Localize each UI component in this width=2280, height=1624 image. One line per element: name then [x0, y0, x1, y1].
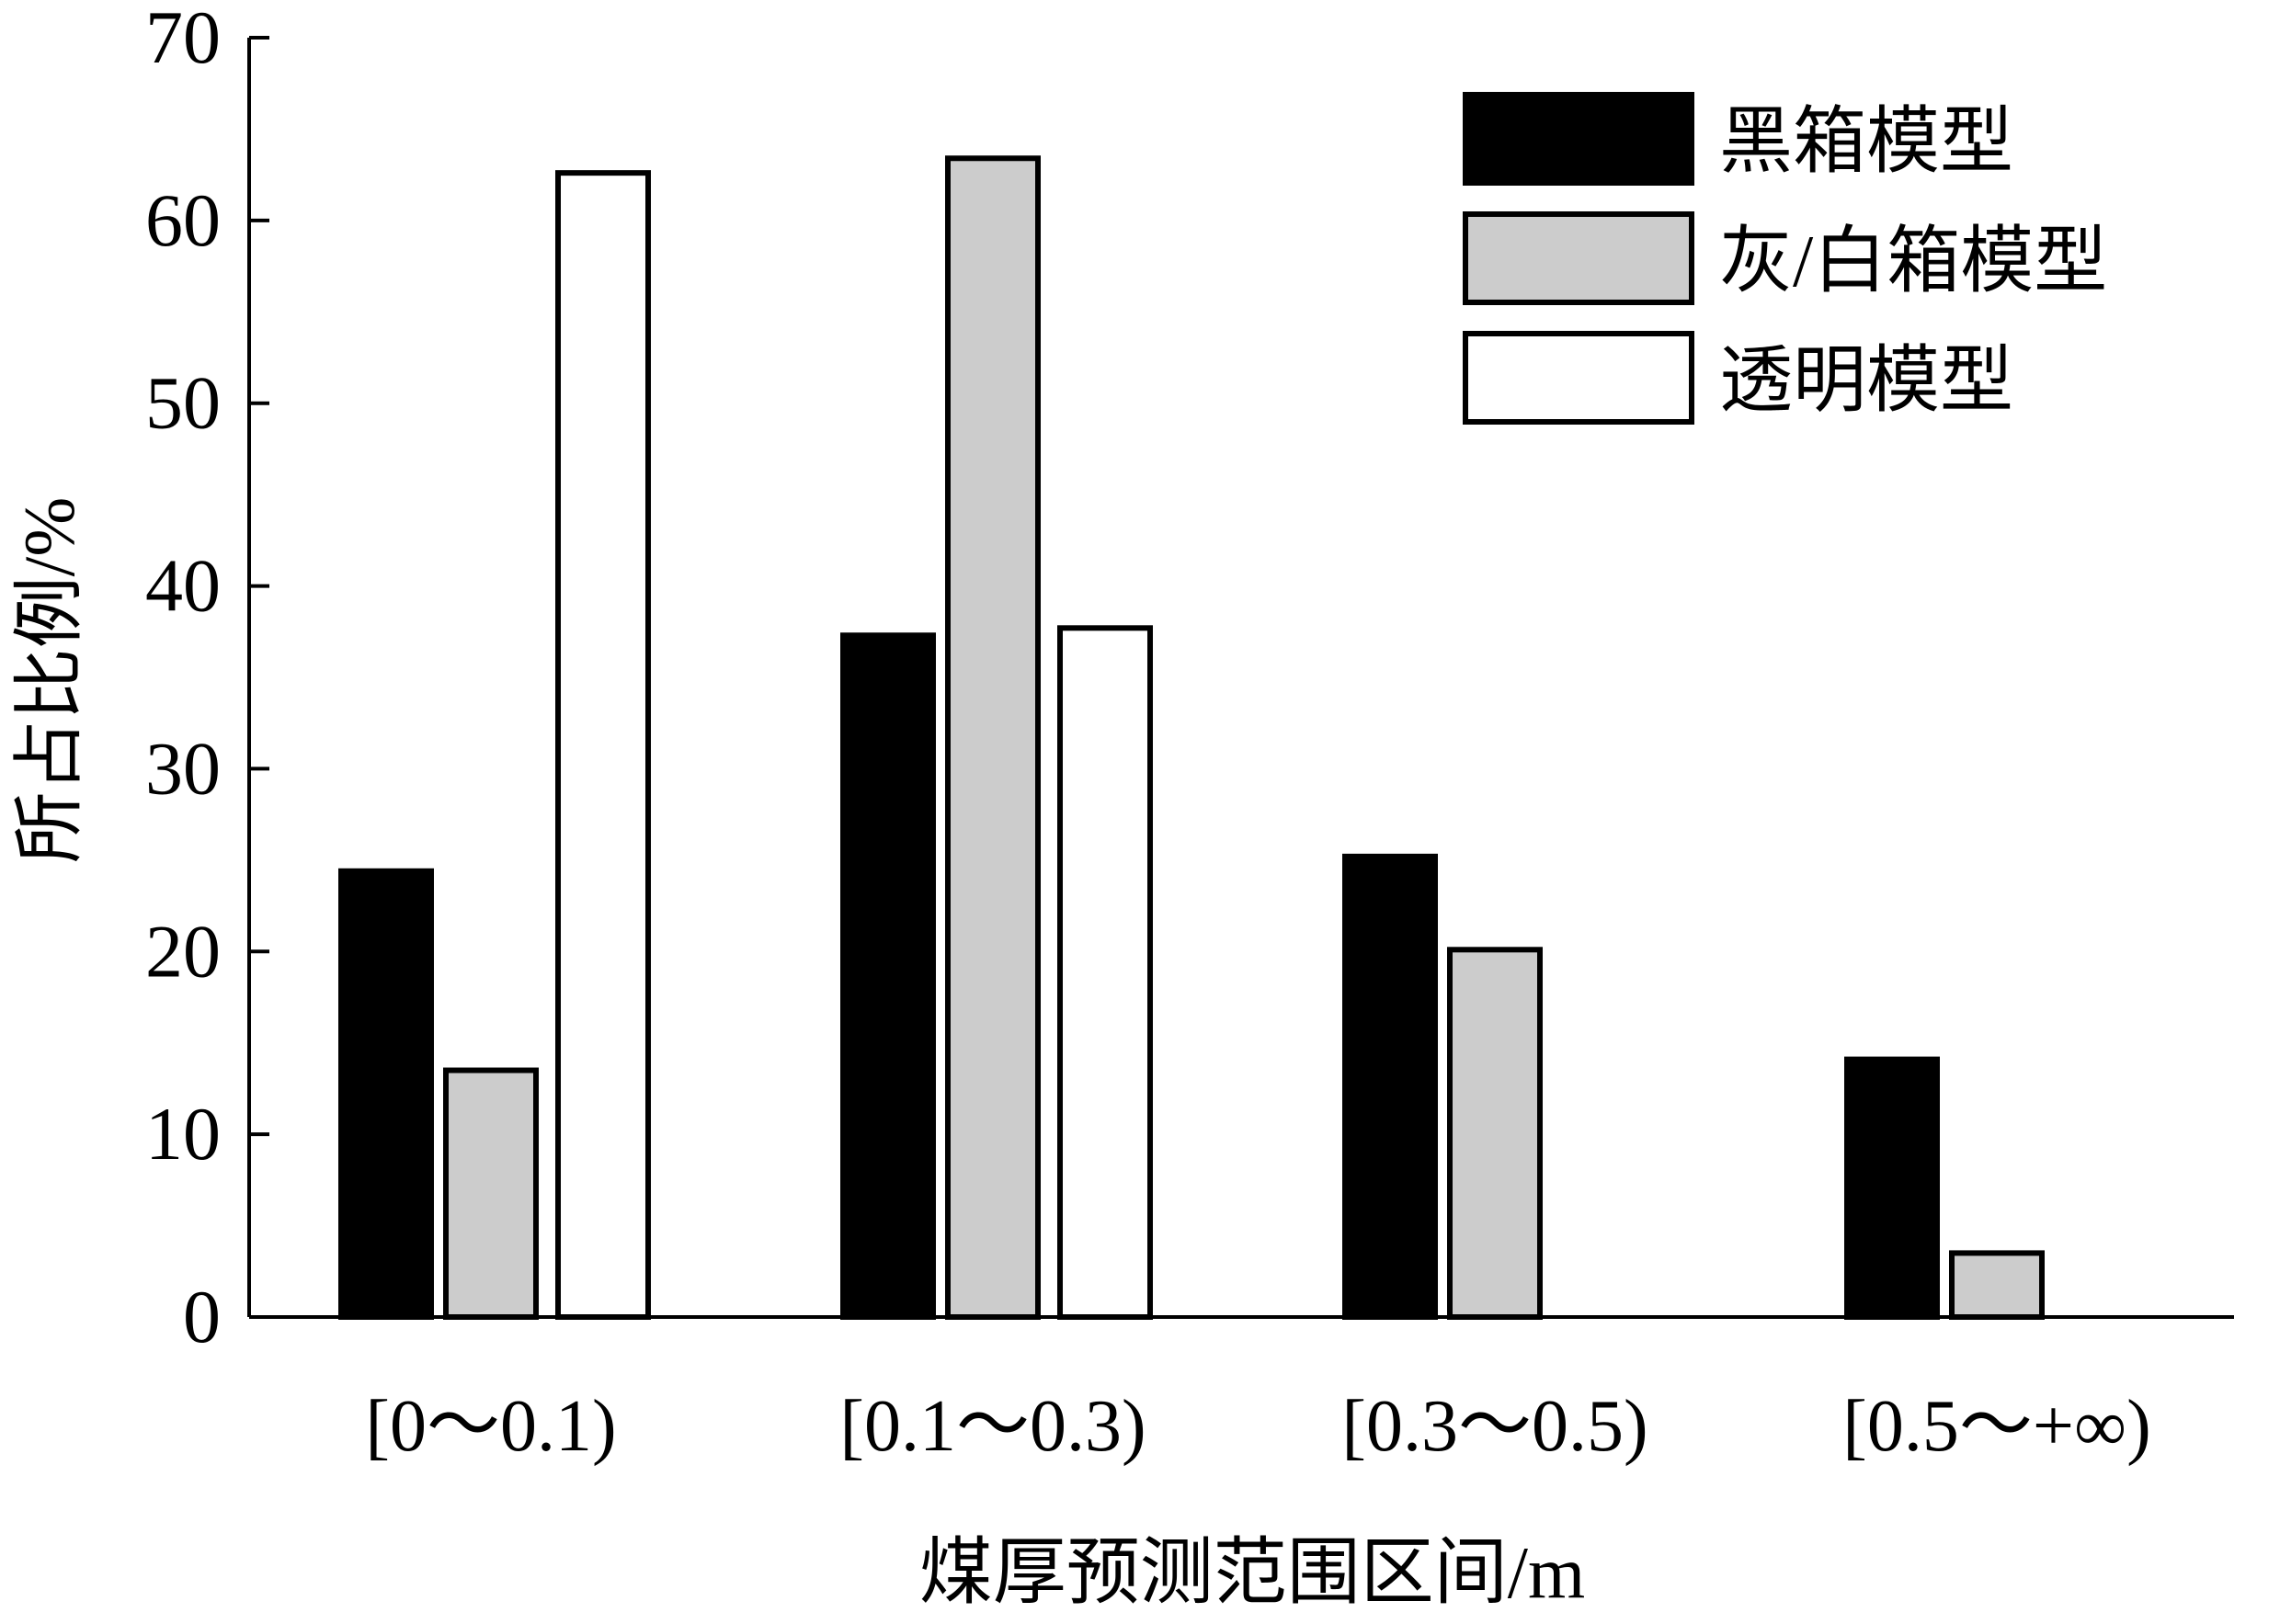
x-axis-title: 煤厚预测范围区间/m — [919, 1533, 1585, 1614]
axes-layer — [247, 38, 2234, 1319]
legend-label: 黑箱模型 — [1719, 102, 2013, 183]
legend-label: 灰/白箱模型 — [1719, 221, 2107, 302]
legend-swatch — [1463, 331, 1694, 425]
y-axis-title: 所占比例/% — [9, 497, 89, 864]
bar — [1057, 625, 1153, 1320]
bar — [840, 632, 936, 1320]
x-tick-label: [0～0.1) — [365, 1386, 616, 1467]
y-tick-label: 70 — [145, 0, 221, 79]
bar — [555, 170, 651, 1320]
x-tick-labels: [0～0.1) [0.1～0.3) [0.3～0.5) [0.5～+∞) — [365, 1386, 2150, 1467]
y-tick-label: 0 — [183, 1275, 221, 1358]
legend-swatch — [1463, 92, 1694, 186]
y-tick-label: 50 — [145, 361, 221, 445]
bar — [1949, 1250, 2045, 1321]
bars-layer — [338, 155, 2045, 1321]
y-tick-label: 40 — [145, 544, 221, 628]
x-tick-label: [0.3～0.5) — [1341, 1386, 1647, 1467]
bar — [443, 1067, 539, 1320]
y-tick-label: 60 — [145, 178, 221, 262]
y-ticks: 0 10 20 30 40 50 60 70 — [145, 0, 269, 1358]
bar — [1342, 853, 1438, 1320]
bar — [945, 155, 1041, 1320]
bar — [1447, 947, 1543, 1320]
x-tick-label: [0.5～+∞) — [1842, 1386, 2150, 1467]
x-tick-label: [0.1～0.3) — [839, 1386, 1146, 1467]
legend-label: 透明模型 — [1719, 341, 2013, 422]
bar — [338, 868, 434, 1320]
bar — [1844, 1056, 1940, 1321]
y-tick-label: 30 — [145, 726, 221, 810]
y-tick-label: 10 — [145, 1092, 221, 1175]
y-tick-label: 20 — [145, 909, 221, 993]
legend-swatch — [1463, 211, 1694, 305]
